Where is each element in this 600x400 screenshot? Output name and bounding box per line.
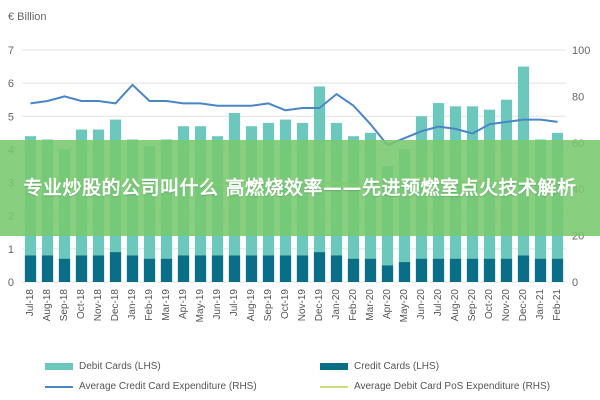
x-tick-label: Dec-18 <box>110 289 121 322</box>
credit-bar <box>466 258 479 282</box>
x-tick-label: Jan-19 <box>127 289 138 320</box>
x-tick-label: Oct-19 <box>280 289 291 319</box>
x-tick-label: Sep-18 <box>59 289 70 322</box>
credit-cards-bars <box>24 252 564 282</box>
credit-bar <box>75 255 88 282</box>
x-tick-label: Dec-19 <box>314 289 325 322</box>
x-tick-label: Mar-19 <box>161 289 172 321</box>
legend-item-avg-credit: Average Credit Card Expenditure (RHS) <box>45 381 257 392</box>
avg-credit-line <box>30 83 558 147</box>
overlay-banner[interactable]: 专业炒股的公司叫什么 高燃烧效率——先进预燃室点火技术解析 <box>0 140 600 236</box>
legend-item-avg-debit-pos: Average Debit Card PoS Expenditure (RHS) <box>320 381 550 392</box>
legend-swatch-credit <box>320 363 348 370</box>
legend-item-credit: Credit Cards (LHS) <box>320 361 439 372</box>
legend-swatch-avg-credit <box>45 385 73 388</box>
credit-bar <box>330 255 343 282</box>
right-tick-label: 100 <box>572 45 590 57</box>
credit-bar <box>143 258 156 282</box>
credit-bar <box>364 258 377 282</box>
credit-bar <box>211 255 224 282</box>
credit-bar <box>398 262 411 282</box>
x-tick-label: Jun-19 <box>212 289 223 320</box>
credit-bar <box>228 255 241 282</box>
x-tick-label: Dec-20 <box>518 289 529 322</box>
credit-bar <box>483 258 496 282</box>
left-tick-label: 7 <box>8 45 14 57</box>
credit-bar <box>92 255 105 282</box>
x-tick-label: Oct-18 <box>76 289 87 319</box>
credit-bar <box>415 258 428 282</box>
credit-bar <box>551 258 564 282</box>
left-tick-label: 0 <box>8 277 14 289</box>
x-tick-label: Jun-20 <box>416 289 427 320</box>
credit-bar <box>194 255 207 282</box>
x-tick-label: Aug-20 <box>450 289 461 322</box>
x-axis-labels: Jul-18 Aug-18 Sep-18 Oct-18 Nov-18 Dec-18 Jan-… <box>25 289 563 323</box>
credit-bar <box>500 258 513 282</box>
left-tick-label: 1 <box>8 244 14 256</box>
credit-bar <box>449 258 462 282</box>
banner-title[interactable]: 专业炒股的公司叫什么 高燃烧效率——先进预燃室点火技术解析 <box>23 177 577 199</box>
avg-credit-polyline <box>30 83 558 147</box>
credit-bar <box>24 255 37 282</box>
credit-bar <box>160 258 173 282</box>
x-tick-label: Nov-20 <box>501 289 512 322</box>
x-tick-label: Jul-18 <box>25 289 36 317</box>
legend-label-credit: Credit Cards (LHS) <box>354 361 440 372</box>
credit-bar <box>534 258 547 282</box>
x-tick-label: Mar-20 <box>365 289 376 321</box>
x-tick-label: Aug-18 <box>42 289 53 322</box>
credit-bar <box>58 258 71 282</box>
right-tick-label: 0 <box>572 277 578 289</box>
x-tick-label: Feb-21 <box>552 289 563 321</box>
x-tick-label: Sep-19 <box>263 289 274 322</box>
legend-label-avg-debit-pos: Average Debit Card PoS Expenditure (RHS) <box>354 381 551 392</box>
x-tick-label: Aug-19 <box>246 289 257 322</box>
credit-bar <box>313 252 326 282</box>
x-tick-label: May-19 <box>195 289 206 323</box>
credit-bar <box>245 255 258 282</box>
x-tick-label: Apr-20 <box>382 289 393 319</box>
x-tick-label: Jul-20 <box>433 289 444 317</box>
x-tick-label: Nov-18 <box>93 289 104 322</box>
x-tick-label: Jan-21 <box>535 289 546 320</box>
credit-bar <box>262 255 275 282</box>
credit-bar <box>126 255 139 282</box>
credit-bar <box>109 252 122 282</box>
legend-item-debit: Debit Cards (LHS) <box>45 361 161 372</box>
x-tick-label: Jan-20 <box>331 289 342 320</box>
x-tick-label: May-20 <box>399 289 410 323</box>
credit-bar <box>296 255 309 282</box>
x-tick-label: Apr-19 <box>178 289 189 319</box>
chart-legend: Debit Cards (LHS) Credit Cards (LHS) Ave… <box>0 355 600 400</box>
credit-bar <box>41 255 54 282</box>
x-tick-label: Sep-20 <box>467 289 478 322</box>
right-tick-label: 80 <box>572 91 584 103</box>
credit-bar <box>177 255 190 282</box>
legend-swatch-avg-debit-pos <box>320 385 348 388</box>
x-tick-label: Jul-19 <box>229 289 240 317</box>
x-tick-label: Oct-20 <box>484 289 495 319</box>
credit-bar <box>432 258 445 282</box>
x-tick-label: Feb-20 <box>348 289 359 321</box>
left-tick-label: 5 <box>8 111 14 123</box>
credit-bar <box>279 255 292 282</box>
left-tick-label: 6 <box>8 78 14 90</box>
x-tick-label: Feb-19 <box>144 289 155 321</box>
x-tick-label: Nov-19 <box>297 289 308 322</box>
legend-swatch-debit <box>45 363 73 370</box>
credit-bar <box>381 265 394 282</box>
legend-label-avg-credit: Average Credit Card Expenditure (RHS) <box>79 381 257 392</box>
left-axis-unit-label: € Billion <box>8 11 47 23</box>
legend-label-debit: Debit Cards (LHS) <box>79 361 161 372</box>
credit-bar <box>347 258 360 282</box>
credit-bar <box>517 255 530 282</box>
